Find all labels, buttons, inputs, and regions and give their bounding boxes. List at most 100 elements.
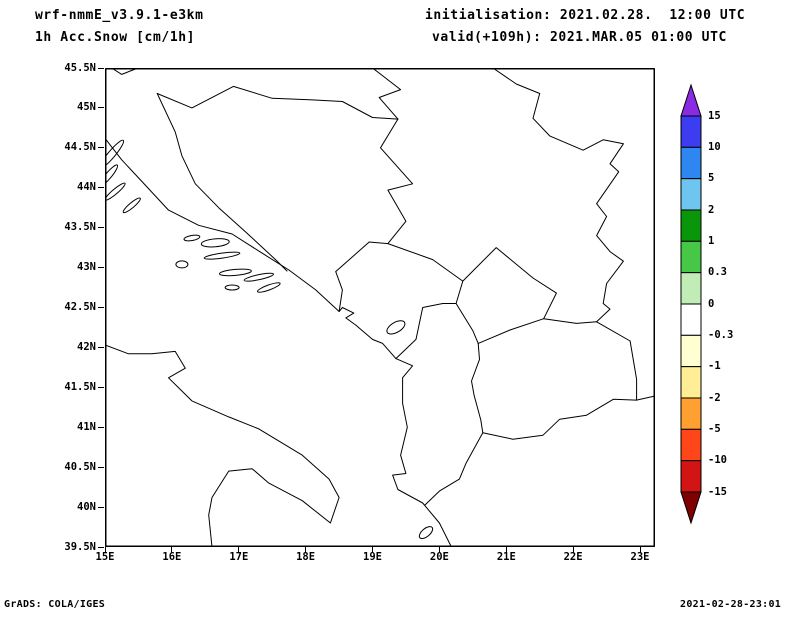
island-pag <box>105 139 125 169</box>
colorbar-segment <box>680 334 702 368</box>
y-axis-tick <box>98 267 104 269</box>
colorbar-arrow-bottom <box>680 491 702 525</box>
island-lastovo <box>224 284 240 291</box>
plot-frame-border <box>105 68 655 547</box>
border-albania-greece <box>424 432 484 506</box>
colorbar-segment <box>680 428 702 462</box>
colorbar-level-label: 0.3 <box>708 266 727 279</box>
coastline-italy <box>105 344 340 547</box>
y-axis-label: 45.5N <box>64 61 96 74</box>
colorbar-segment <box>680 303 702 336</box>
y-axis-tick <box>98 386 104 388</box>
colorbar-segment <box>680 366 702 399</box>
x-axis-label: 18E <box>296 551 316 563</box>
colorbar-level-label: 10 <box>708 140 721 153</box>
border-bosnia-serbia-montenegro <box>335 118 414 312</box>
border-serbia-macedonia <box>543 318 631 342</box>
x-axis-label: 15E <box>95 551 115 563</box>
y-axis-tick <box>98 307 104 308</box>
colorbar-segment <box>680 460 702 493</box>
colorbar-level-label: 0 <box>708 297 715 310</box>
colorbar-level-label: 1 <box>708 234 715 247</box>
border-montenegro-albania <box>395 303 457 360</box>
island-brac <box>200 238 230 248</box>
y-axis-tick <box>98 546 104 548</box>
colorbar-level-label: -10 <box>708 454 727 467</box>
y-axis-label: 45N <box>77 101 96 114</box>
lake-skadar <box>386 320 406 335</box>
peninsula-peljesac <box>243 272 274 282</box>
border-croatia-bosnia-west <box>156 93 288 272</box>
island-korcula <box>218 268 252 277</box>
colorbar-arrow-top <box>680 83 702 117</box>
model-title: wrf-nmmE_v3.9.1-e3km <box>35 8 204 23</box>
border-serbia-romania-bulgaria <box>492 68 624 323</box>
x-axis-tick <box>238 547 240 553</box>
border-sava-croatia-bosnia <box>156 85 399 120</box>
colorbar-level-label: 5 <box>708 172 715 185</box>
colorbar-level-label: -15 <box>708 485 727 498</box>
y-axis-label: 39.5N <box>64 540 96 553</box>
valid-time: valid(+109h): 2021.MAR.05 01:00 UTC <box>432 30 727 45</box>
border-kosovo-macedonia <box>477 318 545 344</box>
island-mljet <box>256 282 281 293</box>
y-axis-label: 44N <box>77 181 96 194</box>
y-axis-tick <box>98 426 104 428</box>
y-axis-label: 43.5N <box>64 221 96 234</box>
x-axis-tick <box>505 547 507 553</box>
colorbar-segment <box>680 146 702 180</box>
x-axis-tick <box>639 547 641 553</box>
colorbar-level-label: -2 <box>708 391 721 404</box>
border-kosovo-east <box>462 247 557 320</box>
x-axis-label: 21E <box>496 551 516 563</box>
y-axis-label: 41.5N <box>64 380 96 393</box>
border-macedonia-greece <box>482 398 638 440</box>
colorbar-level-label: 2 <box>708 203 715 216</box>
island-corfu <box>418 526 434 540</box>
y-axis-tick <box>98 187 104 189</box>
y-axis-tick <box>98 227 104 229</box>
y-axis-tick <box>98 506 104 508</box>
colorbar-segment <box>680 272 702 305</box>
product-title: 1h Acc.Snow [cm/1h] <box>35 30 196 45</box>
grads-credit: GrADS: COLA/IGES <box>4 599 106 610</box>
y-axis-tick <box>98 107 104 109</box>
colorbar-segment <box>680 209 702 242</box>
x-axis-label: 16E <box>162 551 182 563</box>
island-hvar <box>203 251 241 260</box>
y-axis-label: 40.5N <box>64 460 96 473</box>
x-axis-tick <box>372 547 373 553</box>
colorbar-level-label: -1 <box>708 360 721 373</box>
border-croatia-serbia <box>372 68 402 120</box>
island-dugi-otok <box>105 164 119 188</box>
island-vis <box>175 260 189 269</box>
island-solta <box>183 234 201 242</box>
creation-timestamp: 2021-02-28-23:01 <box>680 599 782 610</box>
y-axis-tick <box>98 147 104 149</box>
x-axis-tick <box>572 547 574 553</box>
border-montenegro-serbia-kosovo <box>387 243 479 344</box>
colorbar <box>680 83 702 525</box>
x-axis-label: 23E <box>630 551 650 563</box>
y-axis-label: 44.5N <box>64 141 96 154</box>
border-albania-macedonia <box>471 342 484 434</box>
y-axis-tick <box>98 346 104 348</box>
map-frame <box>105 68 655 547</box>
init-time: initialisation: 2021.02.28. 12:00 UTC <box>425 8 746 23</box>
island-kornati <box>105 182 126 201</box>
x-axis-label: 22E <box>563 551 583 563</box>
border-greece-bulgaria <box>636 395 655 401</box>
colorbar-segment <box>680 178 702 211</box>
coastline-dalmatia-albania <box>105 137 452 547</box>
island-kornati-2 <box>122 197 141 214</box>
y-axis-tick <box>98 466 104 468</box>
colorbar-segment <box>680 115 702 148</box>
colorbar-level-label: 15 <box>708 109 721 122</box>
x-axis-label: 19E <box>363 551 382 563</box>
y-axis-label: 42N <box>77 340 96 353</box>
y-axis-tick <box>98 67 104 69</box>
x-axis-tick <box>104 547 106 553</box>
x-axis-tick <box>171 547 173 553</box>
border-slovenia-croatia <box>111 68 139 75</box>
